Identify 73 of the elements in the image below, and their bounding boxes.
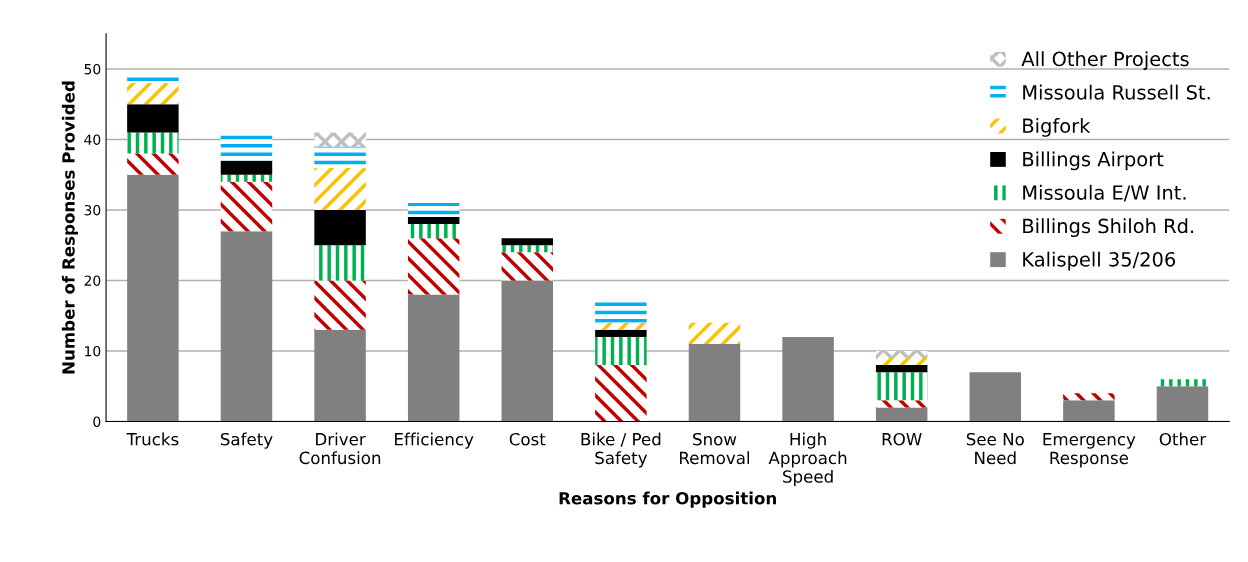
- x-tick-label: Driver Confusion: [299, 432, 381, 465]
- legend-label: Kalispell 35/206: [1023, 251, 1176, 271]
- y-tick-label: 30: [84, 204, 101, 216]
- bar: [875, 358, 928, 366]
- x-tick-label: Other: [1159, 432, 1207, 446]
- x-tick-label: Trucks: [126, 432, 179, 446]
- bar: [1156, 379, 1209, 387]
- y-tick-label: 10: [85, 345, 101, 357]
- bar: [314, 280, 366, 330]
- bar: [969, 372, 1022, 422]
- legend-label: Missoula Russell St.: [1023, 84, 1210, 100]
- bar: [220, 181, 273, 232]
- bar: [875, 350, 928, 359]
- bar: [1063, 400, 1115, 422]
- bar: [314, 209, 366, 246]
- y-axis-title: Number of Responses Provided: [61, 81, 78, 374]
- bar: [314, 329, 366, 422]
- bar: [314, 167, 366, 210]
- y-tick-label: 0: [93, 416, 101, 427]
- x-tick-label: Safety: [220, 432, 273, 449]
- bar: [407, 217, 460, 225]
- bar: [501, 252, 554, 281]
- bar: [688, 322, 741, 344]
- x-tick-label: Efficiency: [395, 432, 474, 449]
- bar: [1156, 386, 1209, 422]
- legend-label: Billings Airport: [1023, 151, 1164, 171]
- bar: [782, 336, 834, 422]
- y-tick-label: 20: [84, 275, 101, 286]
- bar: [875, 372, 928, 401]
- bar: [875, 407, 928, 422]
- legend-label: All Other Projects: [1021, 51, 1189, 71]
- bar: [220, 132, 273, 161]
- bar: [127, 104, 179, 133]
- legend-label: Bigfork: [1023, 118, 1091, 137]
- bar: [314, 132, 366, 147]
- legend-label: Missoula E/W Int.: [1023, 184, 1186, 202]
- bar: [875, 400, 928, 408]
- x-tick-label: High Approach Speed: [768, 432, 847, 487]
- bar: [688, 343, 741, 422]
- bar: [127, 153, 179, 175]
- bar: [127, 174, 179, 422]
- bar: [220, 160, 273, 175]
- y-tick-label: 50: [84, 63, 101, 75]
- bar: [127, 83, 179, 105]
- x-tick-label: Snow Removal: [680, 432, 750, 465]
- x-tick-label: ROW: [882, 432, 922, 446]
- bar: [595, 322, 647, 330]
- bar: [595, 301, 647, 323]
- bar: [220, 231, 273, 422]
- bar: [501, 238, 554, 246]
- bar: [501, 245, 554, 253]
- legend-label: Billings Shiloh Rd.: [1023, 218, 1194, 238]
- x-tick-label: Emergency Response: [1043, 433, 1136, 468]
- bar: [407, 294, 460, 422]
- bar: [1063, 393, 1115, 401]
- bar: [595, 365, 647, 422]
- bar: [127, 132, 179, 154]
- x-tick-label: See No Need: [966, 432, 1024, 465]
- bar: [127, 76, 179, 84]
- bar: [595, 336, 647, 366]
- bar: [501, 280, 554, 422]
- bar: [407, 224, 460, 239]
- bar: [407, 238, 460, 295]
- bar: [220, 174, 273, 182]
- bar: [314, 146, 366, 168]
- bar: [875, 365, 928, 373]
- y-tick-label: 40: [84, 134, 101, 145]
- bar: [407, 202, 460, 218]
- bar: [595, 329, 647, 337]
- x-tick-label: Bike / Ped Safety: [581, 432, 661, 468]
- x-tick-label: Cost: [509, 432, 546, 446]
- bar: [314, 245, 366, 281]
- x-axis-title: Reasons for Opposition: [559, 491, 776, 508]
